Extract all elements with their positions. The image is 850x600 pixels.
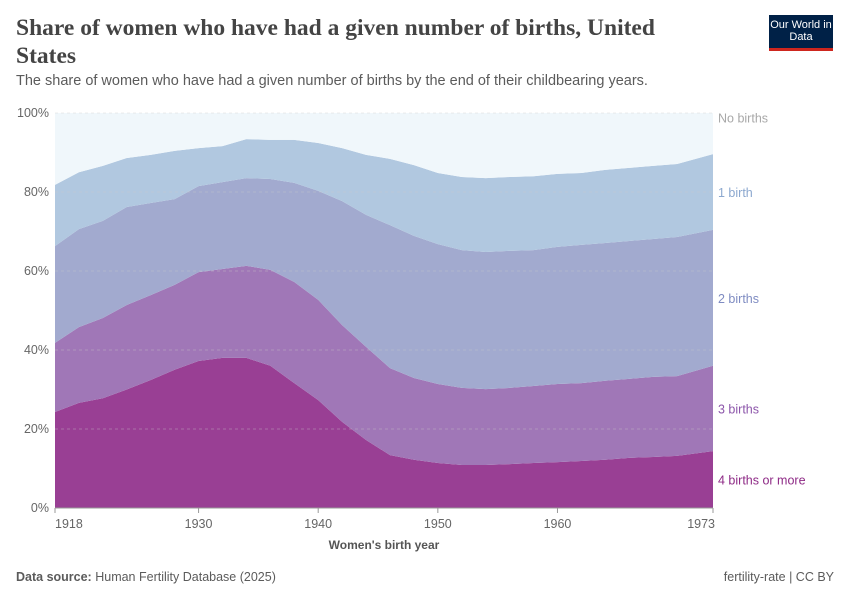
- x-tick-label: 1960: [544, 517, 572, 531]
- x-tick-label: 1940: [304, 517, 332, 531]
- area-4-births-or-more: [55, 357, 713, 508]
- x-tick-label: 1918: [55, 517, 83, 531]
- legend-label: 4 births or more: [718, 474, 806, 488]
- area-1-birth: [55, 139, 713, 253]
- y-tick-label: 60%: [24, 264, 49, 278]
- source-label: Data source:: [16, 570, 92, 584]
- y-tick-label: 80%: [24, 185, 49, 199]
- legend-label: 3 births: [718, 402, 759, 416]
- area-no-births: [55, 113, 713, 185]
- legend-label: 1 birth: [718, 186, 753, 200]
- chart-title: Share of women who have had a given numb…: [16, 15, 655, 69]
- y-tick-label: 0%: [31, 501, 49, 515]
- source-link[interactable]: Human Fertility Database (2025): [95, 570, 276, 584]
- y-tick-label: 100%: [17, 106, 49, 120]
- data-source: Data source: Human Fertility Database (2…: [16, 570, 276, 584]
- owid-logo[interactable]: Our World in Data: [769, 15, 833, 51]
- legend-label: No births: [718, 112, 768, 126]
- y-tick-label: 40%: [24, 343, 49, 357]
- x-tick-label: 1950: [424, 517, 452, 531]
- legend-label: 2 births: [718, 292, 759, 306]
- x-axis-label: Women's birth year: [329, 538, 440, 552]
- area-2-births: [55, 178, 713, 390]
- chart-subtitle: The share of women who have had a given …: [16, 73, 648, 89]
- license-text[interactable]: fertility-rate | CC BY: [723, 570, 834, 584]
- y-tick-label: 20%: [24, 422, 49, 436]
- area-3-births: [55, 265, 713, 465]
- x-tick-label: 1930: [185, 517, 213, 531]
- x-tick-label: 1973: [687, 517, 715, 531]
